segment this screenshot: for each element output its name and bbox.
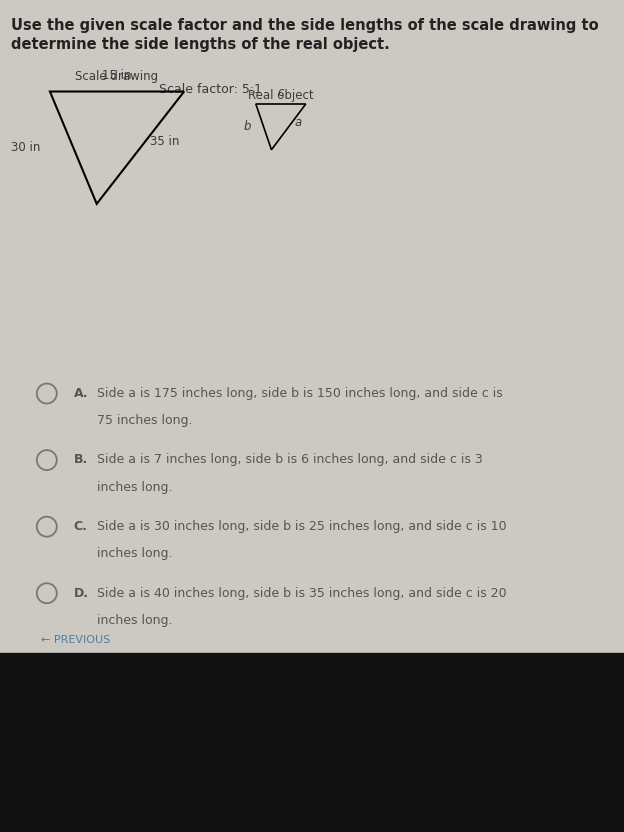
Text: ← PREVIOUS: ← PREVIOUS [41, 635, 110, 645]
Bar [0, 653, 624, 832]
Bar [0, 0, 624, 653]
Text: Real object: Real object [248, 89, 314, 102]
Text: A.: A. [74, 387, 88, 400]
Text: Use the given scale factor and the side lengths of the scale drawing to: Use the given scale factor and the side … [11, 18, 599, 33]
Text: D.: D. [74, 587, 89, 600]
Text: Side a is 7 inches long, side b is 6 inches long, and side c is 3: Side a is 7 inches long, side b is 6 inc… [97, 453, 482, 467]
Text: Side a is 30 inches long, side b is 25 inches long, and side c is 10: Side a is 30 inches long, side b is 25 i… [97, 520, 506, 533]
Text: c: c [278, 86, 284, 99]
Text: Side a is 175 inches long, side b is 150 inches long, and side c is: Side a is 175 inches long, side b is 150… [97, 387, 502, 400]
Text: 35 in: 35 in [150, 135, 179, 147]
Text: inches long.: inches long. [97, 547, 172, 561]
Text: 30 in: 30 in [11, 141, 41, 154]
Text: C.: C. [74, 520, 87, 533]
Text: inches long.: inches long. [97, 481, 172, 494]
Text: Scale factor: 5:1: Scale factor: 5:1 [159, 83, 262, 97]
Text: Side a is 40 inches long, side b is 35 inches long, and side c is 20: Side a is 40 inches long, side b is 35 i… [97, 587, 506, 600]
Text: 75 inches long.: 75 inches long. [97, 414, 192, 428]
Text: 15 in: 15 in [102, 68, 132, 82]
Text: a: a [295, 116, 302, 129]
Text: inches long.: inches long. [97, 614, 172, 627]
Text: determine the side lengths of the real object.: determine the side lengths of the real o… [11, 37, 390, 52]
Text: b: b [243, 121, 251, 133]
Text: B.: B. [74, 453, 88, 467]
Text: Scale drawing: Scale drawing [76, 70, 158, 83]
